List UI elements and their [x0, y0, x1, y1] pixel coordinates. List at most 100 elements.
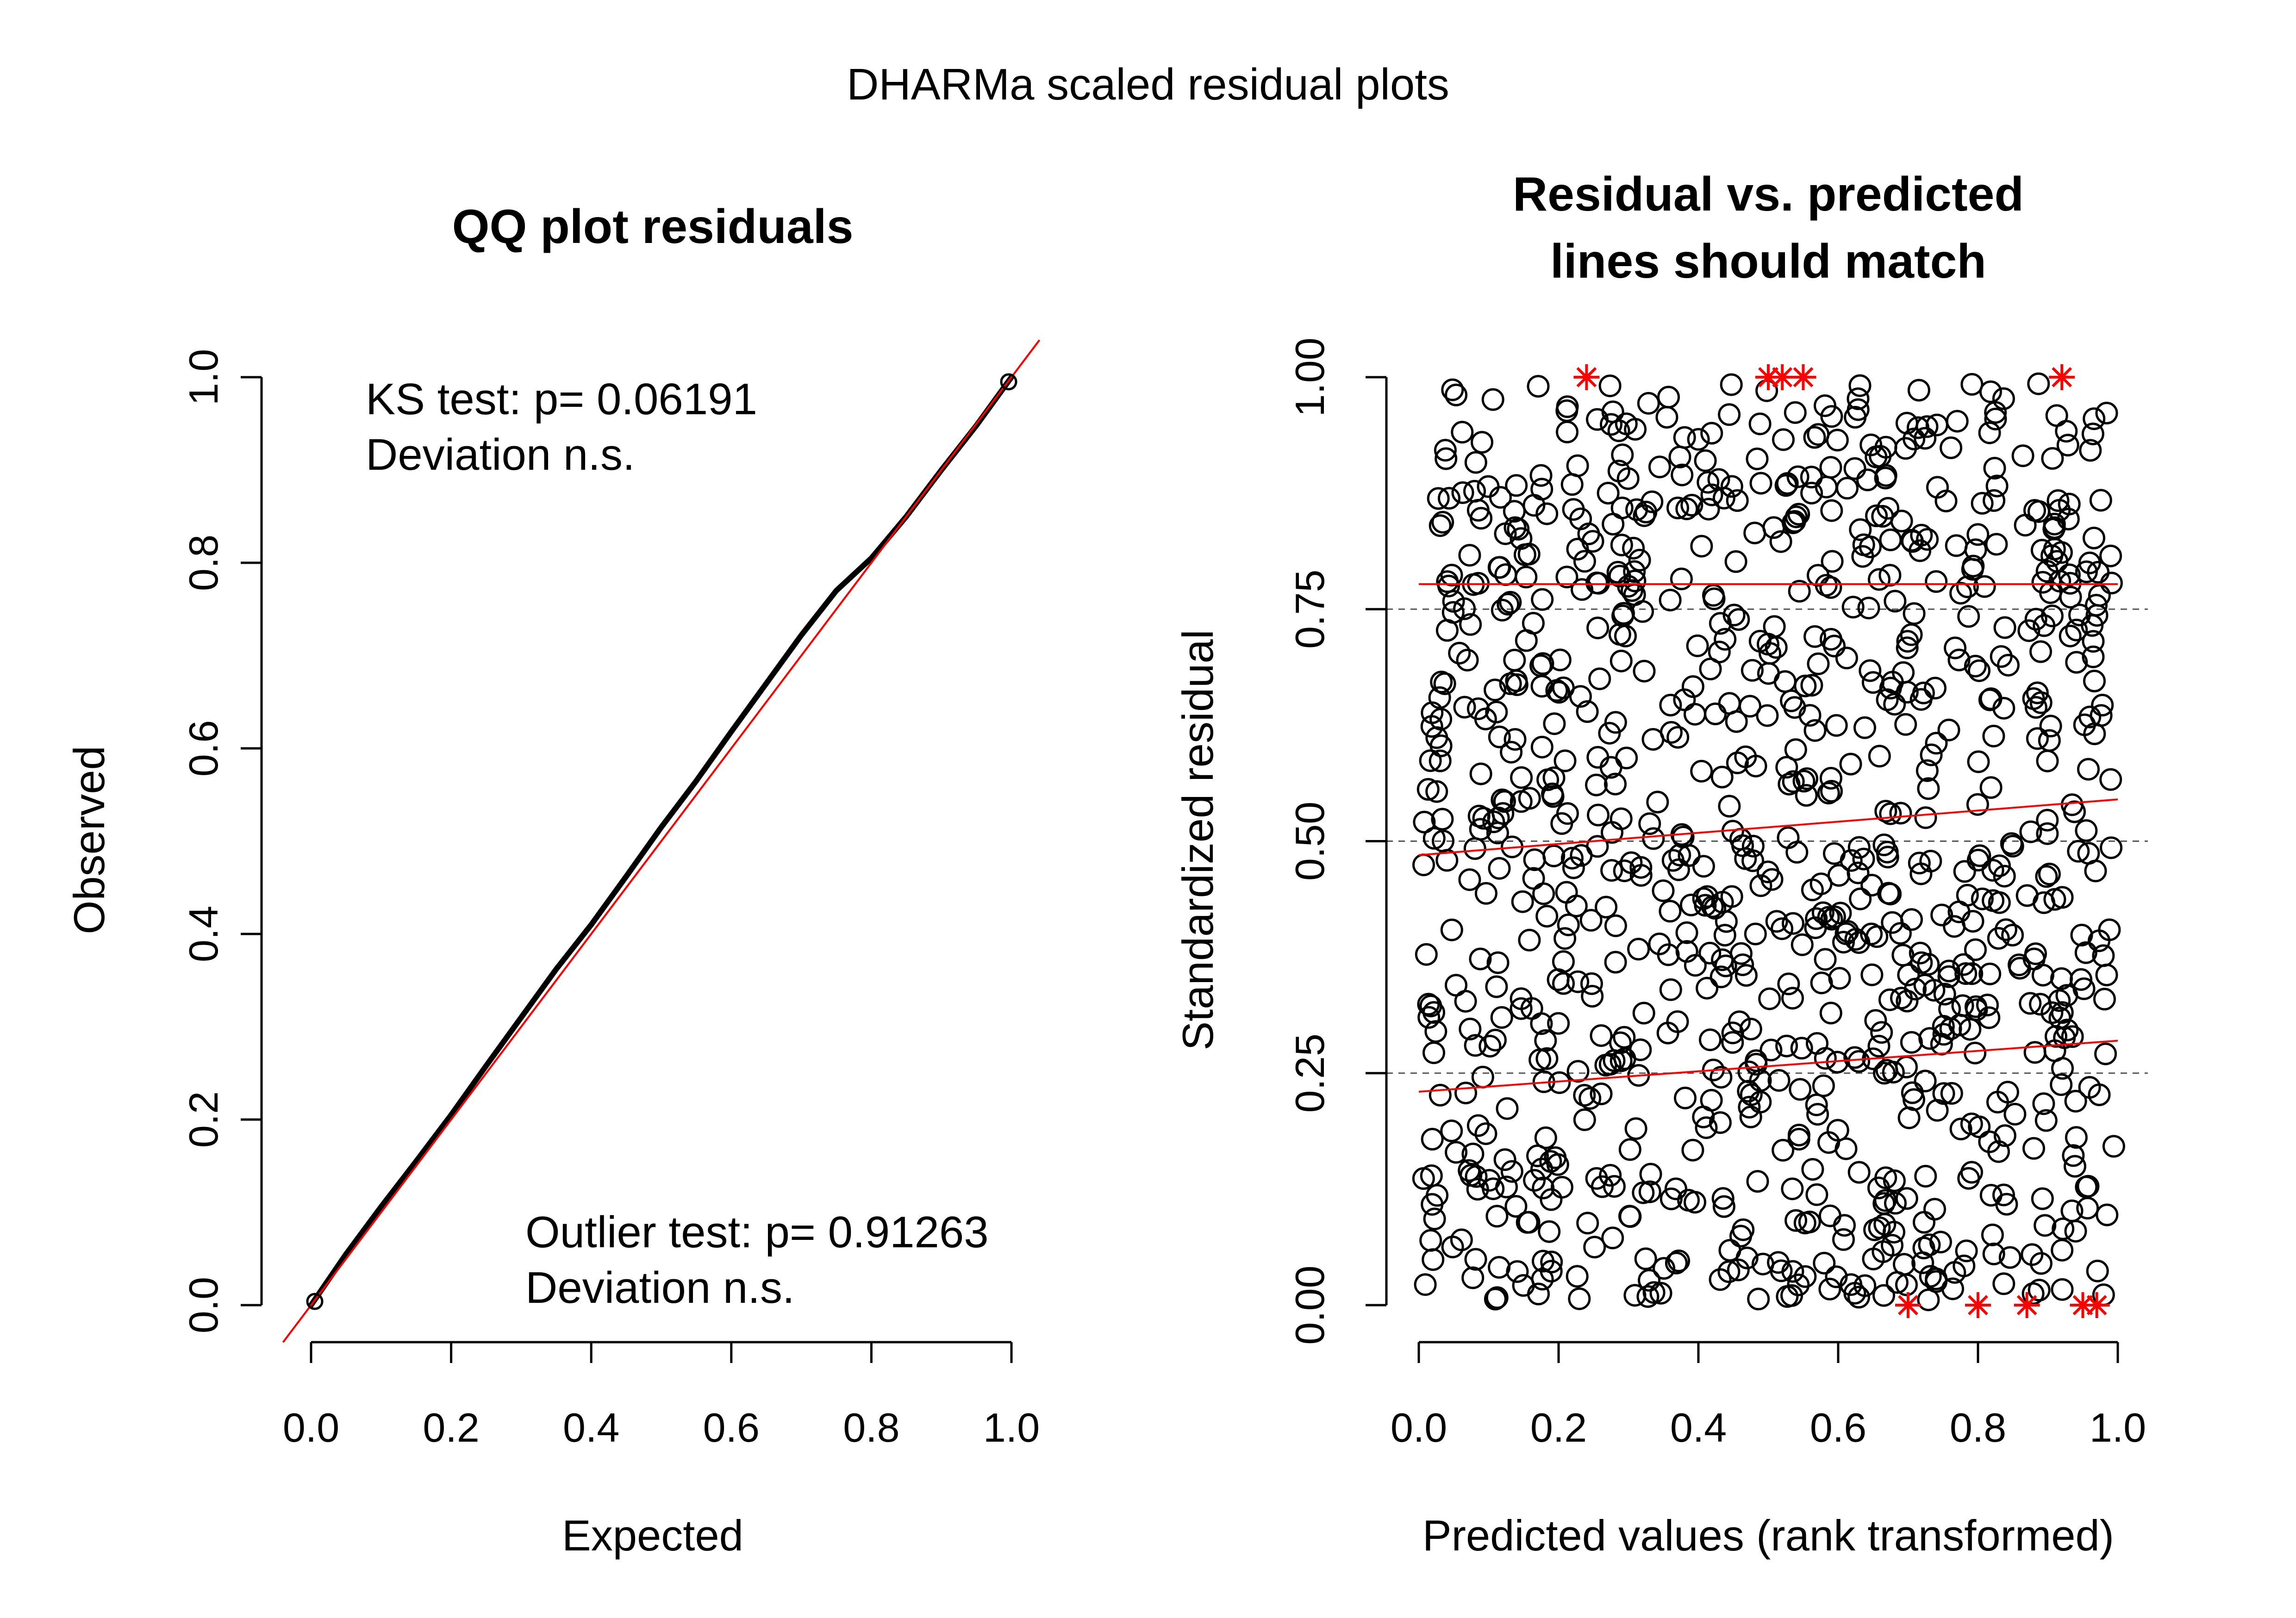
residual-point: [1956, 575, 1979, 598]
residual-point: [1937, 965, 1960, 988]
residual-point: [2036, 822, 2059, 845]
residual-point: [1523, 1169, 1546, 1192]
residual-point: [1556, 420, 1578, 443]
residual-point: [1819, 576, 1842, 599]
residual-point: [1618, 1205, 1641, 1228]
ks-test-text: KS test: p= 0.06191: [366, 374, 757, 424]
residual-point: [1505, 673, 1529, 696]
residual-point: [2051, 1238, 2074, 1262]
residual-point: [1695, 1116, 1718, 1139]
residual-point: [1700, 483, 1723, 506]
residual-point: [1720, 475, 1743, 498]
outlier-star-top: [1790, 364, 1816, 390]
residual-point: [1671, 463, 1694, 486]
residual-point: [1894, 713, 1917, 736]
residual-point: [1445, 1141, 1468, 1164]
residual-point: [1527, 1282, 1550, 1306]
residual-point: [1897, 1106, 1921, 1129]
residual-point: [1591, 1175, 1614, 1198]
residual-point: [1984, 407, 2007, 430]
residual-point: [1835, 647, 1858, 670]
residual-point: [1741, 659, 1764, 682]
residual-point: [1573, 1108, 1596, 1131]
residual-point: [1554, 927, 1577, 950]
residual-point: [2041, 447, 2064, 470]
residual-point: [1914, 806, 1937, 829]
residual-point: [2050, 1073, 2073, 1096]
residual-point: [1814, 1047, 1837, 1070]
residual-point: [1710, 765, 1734, 789]
residual-point: [1590, 1083, 1613, 1105]
residual-point: [1767, 1251, 1790, 1274]
residual-point: [1777, 826, 1800, 849]
residual-point: [2093, 988, 2116, 1011]
residual-point: [1968, 844, 1991, 867]
residual-point: [1608, 623, 1631, 646]
residual-point: [2065, 618, 2088, 641]
residual-point: [1438, 487, 1460, 510]
residual-point: [2045, 404, 2068, 427]
residual-point: [1775, 756, 1798, 779]
residual-point: [1978, 1006, 2001, 1029]
residual-point: [1544, 1146, 1567, 1169]
residual-point: [1959, 1018, 1982, 1041]
residual-point: [1499, 591, 1522, 614]
residual-x-tick-label: 0.0: [1391, 1405, 1447, 1450]
residual-point: [1767, 1069, 1791, 1092]
residual-point: [1484, 678, 1507, 702]
residual-point: [1914, 427, 1937, 450]
residual-point: [1633, 504, 1656, 527]
residual-point: [1703, 587, 1726, 610]
residual-point: [1431, 808, 1454, 831]
residual-point: [2008, 957, 2031, 980]
qq-x-axis-label: Expected: [562, 1511, 743, 1560]
residual-point: [1772, 1139, 1795, 1162]
residual-point: [1670, 567, 1693, 591]
ks-deviation-text: Deviation n.s.: [366, 430, 635, 479]
residual-point: [1652, 879, 1675, 902]
residual-point: [1557, 913, 1580, 936]
residual-point: [1734, 964, 1758, 987]
residual-point: [1710, 965, 1733, 989]
residual-point: [1844, 406, 1867, 429]
residual-plot-title-line2: lines should match: [1550, 235, 1986, 288]
residual-point: [2056, 434, 2079, 457]
residual-point: [2064, 1220, 2087, 1243]
residual-point: [2019, 992, 2042, 1015]
residual-point: [1729, 1225, 1752, 1248]
residual-point: [1794, 1265, 1817, 1288]
residual-point: [2086, 1259, 2109, 1282]
residual-point: [1800, 481, 1823, 504]
residual-point: [1675, 921, 1698, 944]
residual-point: [1773, 670, 1797, 693]
residual-point: [1484, 1028, 1507, 1052]
residual-point: [1620, 851, 1643, 874]
qq-x-tick-label: 0.0: [283, 1405, 339, 1450]
residual-point: [1495, 1176, 1518, 1199]
residual-point: [1982, 889, 2005, 912]
residual-point: [1737, 1080, 1760, 1103]
residual-point: [1696, 885, 1719, 908]
residual-point: [1434, 439, 1457, 462]
residual-point: [1451, 421, 1474, 444]
residual-point: [1863, 1218, 1886, 1241]
residual-point: [1712, 1195, 1735, 1218]
residual-point: [1819, 456, 1842, 479]
residual-point: [2055, 420, 2078, 443]
residual-point: [1464, 1034, 1487, 1057]
residual-point: [1510, 987, 1533, 1010]
residual-point: [1895, 1187, 1918, 1210]
residual-point: [1925, 413, 1948, 436]
residual-point: [1983, 457, 2006, 480]
residual-point: [1986, 1090, 2009, 1114]
residual-point: [1600, 859, 1623, 882]
residual-point: [1807, 652, 1830, 675]
residual-point: [1817, 906, 1840, 929]
residual-point: [1828, 967, 1851, 990]
residual-point: [1445, 383, 1468, 406]
residual-point: [1615, 747, 1638, 770]
residual-point: [1686, 634, 1709, 657]
residual-point: [1789, 1078, 1812, 1101]
residual-point: [1908, 852, 1931, 875]
residual-point: [1638, 812, 1661, 835]
